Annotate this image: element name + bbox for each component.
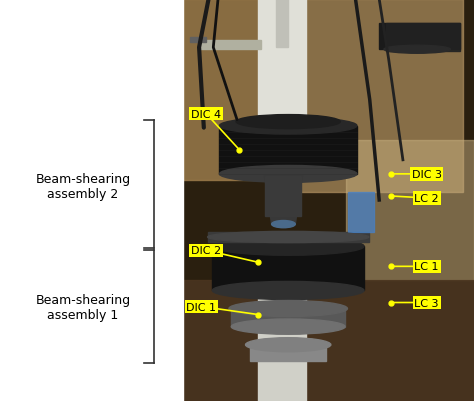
Bar: [0, 0, 183, 401]
Bar: [268, 0, 463, 192]
Bar: [386, 24, 460, 52]
Bar: [276, 0, 288, 48]
Ellipse shape: [219, 166, 357, 183]
Bar: [379, 24, 460, 50]
Text: LC 3: LC 3: [414, 298, 439, 308]
Bar: [258, 249, 306, 401]
Ellipse shape: [384, 46, 450, 54]
Ellipse shape: [236, 115, 340, 129]
Text: DIC 2: DIC 2: [191, 246, 221, 255]
Text: DIC 1: DIC 1: [186, 302, 217, 312]
Bar: [346, 140, 474, 281]
Text: Beam-shearing
assembly 1: Beam-shearing assembly 1: [36, 293, 130, 321]
Bar: [199, 41, 261, 50]
Ellipse shape: [246, 338, 331, 352]
Ellipse shape: [272, 221, 295, 228]
Bar: [183, 281, 474, 401]
Text: LC 1: LC 1: [414, 262, 439, 271]
Text: Beam-shearing
assembly 2: Beam-shearing assembly 2: [36, 172, 130, 200]
Bar: [219, 126, 357, 174]
Bar: [258, 0, 306, 128]
Ellipse shape: [231, 319, 345, 334]
Bar: [250, 345, 326, 361]
Bar: [231, 309, 345, 327]
Bar: [212, 247, 364, 291]
Bar: [190, 38, 206, 43]
Ellipse shape: [212, 237, 364, 256]
Bar: [208, 233, 369, 243]
Bar: [265, 176, 301, 217]
Ellipse shape: [208, 232, 369, 243]
Ellipse shape: [229, 301, 347, 317]
Text: DIC 4: DIC 4: [191, 109, 221, 119]
Bar: [348, 192, 374, 233]
Ellipse shape: [219, 118, 357, 135]
Polygon shape: [264, 176, 302, 225]
Bar: [183, 0, 474, 401]
Text: DIC 3: DIC 3: [411, 170, 442, 179]
Ellipse shape: [212, 282, 364, 300]
Bar: [183, 0, 268, 180]
Text: LC 2: LC 2: [414, 194, 439, 203]
